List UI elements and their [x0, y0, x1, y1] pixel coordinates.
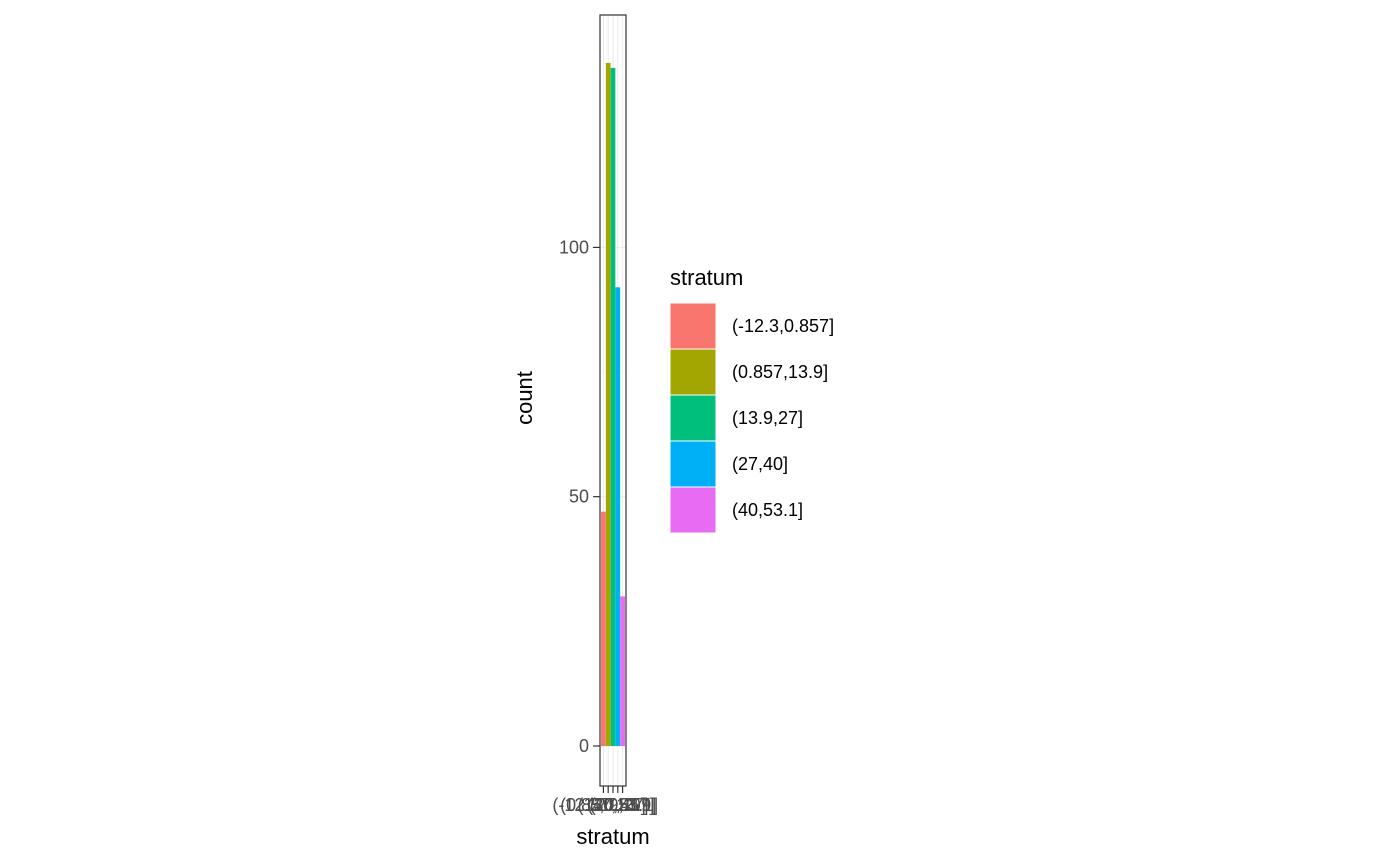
legend-label-2: (0.857,13.9]	[732, 362, 828, 382]
bars	[601, 62, 625, 747]
y-axis-title: count	[512, 371, 537, 425]
bar-3	[610, 67, 616, 747]
bar-4	[615, 287, 621, 746]
y-tick-label: 100	[559, 237, 589, 257]
x-axis: (-12.3,0.857](0.857,13.9](13.9,27](27,40…	[552, 786, 658, 815]
legend: stratum (-12.3,0.857] (0.857,13.9] (13.9,2…	[669, 265, 834, 534]
legend-label-4: (27,40]	[732, 454, 788, 474]
legend-key-3	[669, 394, 717, 442]
x-tick-label: (27,40]	[590, 795, 646, 815]
legend-label-3: (13.9,27]	[732, 408, 803, 428]
bar-2	[605, 62, 611, 747]
bar-1	[601, 511, 606, 746]
legend-title: stratum	[670, 265, 743, 290]
legend-key-5	[669, 486, 717, 534]
y-tick-label: 50	[569, 487, 589, 507]
x-tick-label: (0.857,13.9]	[560, 795, 656, 815]
x-axis-title: stratum	[576, 824, 649, 849]
y-axis: 0 50 100	[559, 237, 600, 756]
legend-label-1: (-12.3,0.857]	[732, 316, 834, 336]
x-tick-label: (-12.3,0.857]	[552, 795, 654, 815]
bar-5	[620, 596, 625, 746]
x-tick-label: (40,53.1]	[587, 795, 658, 815]
legend-label-5: (40,53.1]	[732, 500, 803, 520]
x-tick-label: (13.9,27]	[577, 795, 648, 815]
y-tick-label: 0	[579, 736, 589, 756]
legend-items: (-12.3,0.857] (0.857,13.9] (13.9,27] (27,40…	[669, 302, 834, 534]
legend-key-2	[669, 348, 717, 396]
legend-key-4	[669, 440, 717, 488]
legend-key-1	[669, 302, 717, 350]
